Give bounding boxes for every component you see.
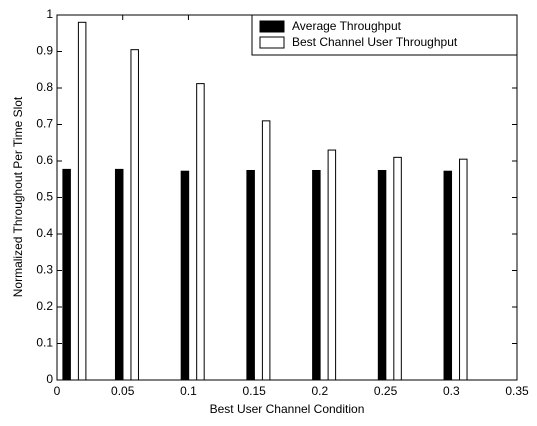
y-tick-label: 0.2 [36,299,53,313]
bar [196,83,205,380]
legend-label: Average Throughput [292,19,402,33]
legend-label: Best Channel User Throughput [292,35,458,49]
bar [393,156,402,380]
x-tick-label: 0.3 [443,384,460,398]
legend-box [251,14,518,56]
x-tick-label: 0.2 [312,384,329,398]
bar [443,170,453,380]
y-tick-label: 0.4 [36,226,53,240]
bar [377,169,387,380]
x-tick-label: 0.25 [374,384,398,398]
x-tick-label: 0.05 [111,384,135,398]
legend-swatch [259,36,285,49]
bar [180,170,190,380]
x-tick-label: 0.35 [505,384,529,398]
y-tick-label: 0.7 [36,117,53,131]
y-tick-label: 0.1 [36,336,53,350]
bar [114,168,124,380]
y-tick-label: 0 [46,372,53,386]
x-tick-label: 0 [54,384,61,398]
bar [130,49,139,380]
bar [261,120,271,380]
y-tick-label: 0.3 [36,263,53,277]
y-tick-label: 0.5 [36,190,53,204]
y-tick-label: 0.9 [36,44,53,58]
bar [327,149,337,380]
bar [459,158,468,380]
bar [62,168,71,380]
legend-swatch [259,20,285,33]
x-axis-label: Best User Channel Condition [210,402,365,416]
bar [312,169,321,380]
x-tick-label: 0.1 [180,384,197,398]
y-tick-label: 0.6 [36,153,53,167]
x-tick-label: 0.15 [242,384,266,398]
bar [246,169,255,380]
y-tick-label: 0.8 [36,80,53,94]
y-axis-label: Normalized Throughout Per Time Slot [11,96,25,297]
y-tick-label: 1 [46,7,53,21]
bar [77,21,87,380]
